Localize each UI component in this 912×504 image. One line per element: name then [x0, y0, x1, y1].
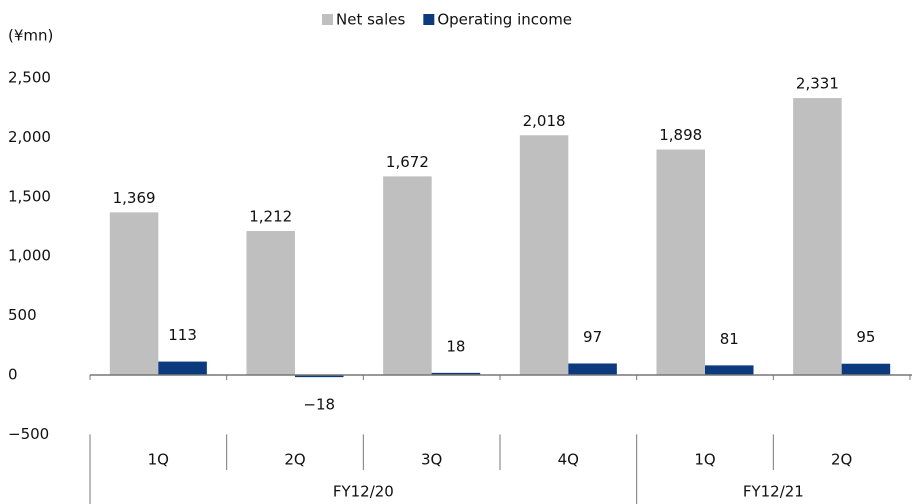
- bar: [109, 212, 159, 375]
- bar: [656, 149, 705, 375]
- x-tick-label: 1Q: [148, 451, 169, 469]
- data-label: 1,212: [249, 208, 292, 226]
- bar: [246, 231, 295, 375]
- bar: [431, 372, 481, 375]
- legend-label: Operating income: [437, 11, 572, 29]
- legend-swatch: [423, 14, 435, 25]
- bar: [705, 365, 754, 375]
- group-label: FY12/21: [743, 483, 804, 501]
- x-tick-label: 3Q: [421, 451, 442, 469]
- bar: [568, 363, 617, 375]
- bar: [158, 361, 207, 375]
- bar: [793, 98, 842, 375]
- bar: [519, 135, 569, 375]
- data-label: 1,672: [386, 153, 429, 171]
- data-label: 113: [168, 326, 197, 344]
- bar: [383, 176, 432, 375]
- y-tick-label: 2,500: [8, 69, 51, 87]
- y-tick-label: −500: [8, 425, 49, 443]
- bar: [295, 375, 344, 378]
- data-label: 95: [856, 328, 875, 346]
- data-label: 1,369: [113, 189, 156, 207]
- y-tick-label: 1,000: [8, 247, 51, 265]
- x-tick-label: 1Q: [694, 451, 715, 469]
- data-label: 81: [720, 330, 739, 348]
- x-tick-label: 2Q: [831, 451, 852, 469]
- y-tick-label: 1,500: [8, 187, 51, 205]
- legend-label: Net sales: [336, 11, 406, 29]
- bar: [841, 363, 891, 375]
- x-tick-label: 2Q: [284, 451, 305, 469]
- group-label: FY12/20: [333, 483, 394, 501]
- legend-swatch: [322, 14, 333, 25]
- data-label: 2,018: [523, 112, 566, 130]
- y-tick-label: 0: [8, 366, 18, 384]
- data-label: 1,898: [659, 126, 702, 144]
- unit-label: (¥mn): [8, 27, 53, 45]
- data-label: 18: [446, 337, 465, 355]
- x-tick-label: 4Q: [558, 451, 579, 469]
- data-label: 97: [583, 328, 602, 346]
- data-label: 2,331: [796, 75, 839, 93]
- data-label: −18: [303, 396, 335, 414]
- y-tick-label: 2,000: [8, 128, 51, 146]
- y-tick-label: 500: [8, 306, 37, 324]
